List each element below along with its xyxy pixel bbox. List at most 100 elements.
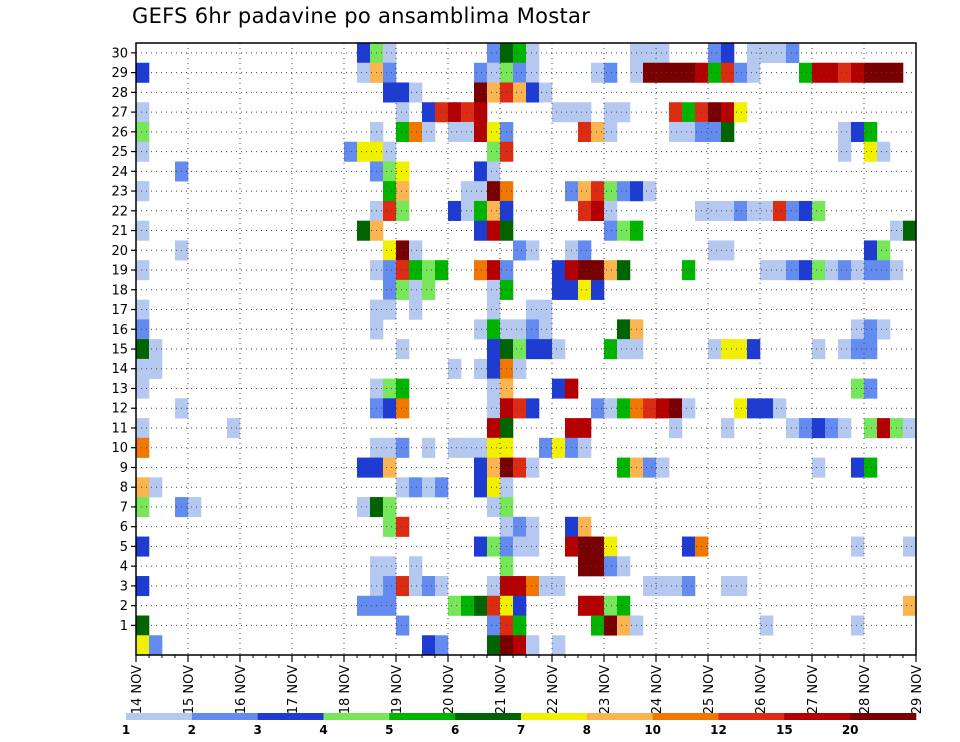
heatmap-cell-m0-t30	[526, 635, 540, 656]
heatmap-cell-m1-t36	[604, 615, 618, 636]
heatmap-cell-m10-t27	[487, 437, 501, 458]
heatmap-cell-m27-t41	[669, 102, 683, 123]
heatmap-cell-m0-t29	[513, 635, 527, 656]
heatmap-cell-m12-t47	[747, 398, 761, 419]
heatmap-cell-m22-t49	[773, 200, 787, 221]
heatmap-cell-m15-t30	[526, 339, 540, 360]
heatmap-cell-m29-t29	[513, 62, 527, 83]
x-tick-label: 21 NOV	[494, 665, 509, 714]
heatmap-cell-m8-t22	[422, 477, 436, 498]
heatmap-cell-m26-t20	[396, 121, 410, 143]
y-tick-label: 7	[120, 500, 128, 515]
heatmap-cell-m28-t19	[383, 82, 397, 103]
heatmap-cell-m16-t57	[877, 319, 891, 340]
x-tick-label: 28 NOV	[858, 665, 873, 714]
heatmap-cell-m2-t17	[357, 595, 371, 616]
heatmap-cell-m17-t0	[136, 299, 150, 320]
heatmap-cell-m26-t35	[591, 121, 605, 143]
heatmap-cell-m15-t45	[721, 339, 735, 360]
y-tick-label: 23	[111, 185, 128, 200]
heatmap-cell-m1-t55	[851, 615, 865, 636]
heatmap-cell-m15-t37	[617, 339, 631, 360]
colorbar-swatch	[718, 713, 785, 720]
heatmap-cell-m3-t29	[513, 576, 527, 597]
heatmap-cell-m25-t57	[877, 141, 891, 162]
heatmap-cell-m25-t27	[487, 141, 501, 162]
heatmap-cell-m23-t27	[487, 181, 501, 202]
heatmap-cell-m19-t36	[604, 260, 618, 281]
plot-frame	[135, 42, 917, 656]
heatmap-cell-m27-t20	[396, 102, 410, 123]
heatmap-cell-m16-t30	[526, 319, 540, 340]
heatmap-cell-m19-t57	[877, 260, 891, 281]
heatmap-cell-m27-t25	[461, 102, 475, 123]
heatmap-cell-m1-t0	[136, 615, 150, 636]
heatmap-cell-m26-t36	[604, 121, 618, 143]
heatmap-cell-m23-t0	[136, 181, 150, 202]
heatmap-cell-m28-t26	[474, 82, 488, 103]
heatmap-cell-m12-t36	[604, 398, 618, 419]
heatmap-cell-m4-t35	[591, 556, 605, 577]
heatmap-cell-m11-t45	[721, 418, 735, 439]
heatmap-cell-m22-t50	[786, 200, 800, 221]
heatmap-cell-m26-t24	[448, 121, 462, 143]
x-tick-label: 24 NOV	[650, 665, 665, 714]
y-tick-label: 14	[111, 362, 128, 377]
heatmap-cell-m3-t20	[396, 576, 410, 597]
heatmap-cell-m15-t36	[604, 339, 618, 360]
heatmap-cell-m0-t28	[500, 635, 514, 656]
x-tick-label: 18 NOV	[338, 665, 353, 714]
heatmap-cell-m2-t27	[487, 595, 501, 616]
dotted-gridlines	[136, 43, 916, 655]
heatmap-cell-m22-t25	[461, 200, 475, 221]
heatmap-cell-m7-t19	[383, 497, 397, 518]
heatmap-cell-m22-t45	[721, 200, 735, 221]
heatmap-cell-m19-t32	[552, 260, 566, 281]
heatmap-cell-m23-t25	[461, 181, 475, 202]
heatmap-cell-m13-t27	[487, 378, 501, 399]
y-tick-label: 20	[111, 244, 128, 259]
heatmap-cell-m26-t44	[708, 121, 722, 143]
heatmap-cell-m29-t26	[474, 62, 488, 83]
heatmap-cell-m25-t17	[357, 141, 371, 162]
heatmap-cell-m10-t26	[474, 437, 488, 458]
heatmap-cell-m13-t56	[864, 378, 878, 399]
heatmap-cell-m15-t47	[747, 339, 761, 360]
heatmap-cell-m5-t42	[682, 536, 696, 557]
heatmap-cell-m21-t36	[604, 220, 618, 241]
heatmap-cell-m11-t54	[838, 418, 852, 439]
heatmap-cell-m10-t31	[539, 437, 553, 458]
heatmap-cell-m18-t27	[487, 279, 501, 300]
y-tick-label: 16	[111, 323, 128, 338]
y-tick-label: 15	[111, 343, 128, 358]
heatmap-cell-m22-t47	[747, 200, 761, 221]
colorbar-label: 8	[583, 723, 591, 737]
y-axis-tick-labels: 1234567891011121314151617181920212223242…	[111, 46, 128, 634]
heatmap-cell-m20-t56	[864, 240, 878, 261]
heatmap-cell-m20-t29	[513, 240, 527, 261]
heatmap-cell-m15-t29	[513, 339, 527, 360]
colorbar-swatch	[389, 713, 456, 720]
heatmap-cell-m12-t49	[773, 398, 787, 419]
heatmap-cell-m9-t40	[656, 457, 670, 478]
heatmap-cell-m16-t29	[513, 319, 527, 340]
heatmap-cell-m28-t20	[396, 82, 410, 103]
colorbar-swatch	[850, 713, 917, 720]
heatmap-cell-m25-t54	[838, 141, 852, 162]
heatmap-cell-m26-t54	[838, 121, 852, 143]
heatmap-cell-m14-t27	[487, 358, 501, 379]
heatmap-cell-m19-t21	[409, 260, 423, 281]
heatmap-cell-m18-t34	[578, 279, 592, 300]
y-tick-label: 26	[111, 125, 128, 140]
heatmap-cell-m3-t41	[669, 576, 683, 597]
heatmap-cell-m18-t32	[552, 279, 566, 300]
heatmap-cell-m25-t56	[864, 141, 878, 162]
colorbar-swatch	[257, 713, 324, 720]
heatmap-cell-m5-t59	[903, 536, 917, 557]
y-tick-label: 18	[111, 283, 128, 298]
heatmap-cell-m29-t52	[812, 62, 826, 83]
heatmap-cell-m26-t21	[409, 121, 423, 143]
heatmap-cell-m19-t19	[383, 260, 397, 281]
colorbar-label: 5	[385, 723, 393, 737]
